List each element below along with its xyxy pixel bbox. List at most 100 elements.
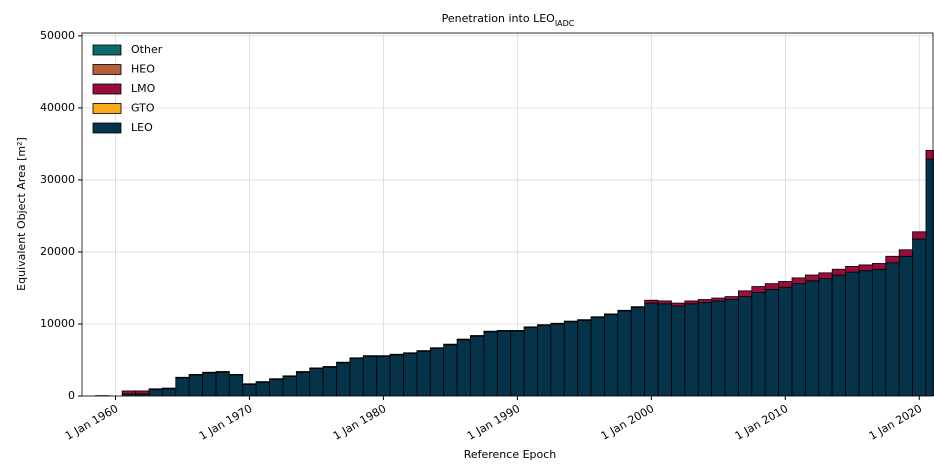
bar-segment xyxy=(269,379,284,396)
bar-segment xyxy=(604,313,619,316)
legend-label: GTO xyxy=(131,102,155,115)
bar-segment xyxy=(215,371,230,373)
legend: Other HEO LMO GTO LEO xyxy=(92,43,163,134)
bar-segment xyxy=(188,373,203,376)
title-subscript: IADC xyxy=(555,19,575,28)
bar-segment xyxy=(590,317,605,396)
bar-segment xyxy=(389,354,404,396)
bars xyxy=(94,149,934,396)
bar-segment xyxy=(496,330,512,396)
legend-label: LMO xyxy=(131,82,156,95)
bar-segment xyxy=(845,265,860,273)
bar-segment xyxy=(295,371,311,396)
bar-segment xyxy=(309,368,324,396)
bar-segment xyxy=(791,283,806,396)
bar-segment xyxy=(523,326,538,328)
bar-segment xyxy=(416,350,431,352)
bar-segment xyxy=(778,281,793,288)
y-axis-label: Equivalent Object Area [m²] xyxy=(15,137,28,291)
bar-segment xyxy=(818,278,833,396)
bar-segment xyxy=(322,366,337,368)
bar-segment xyxy=(563,321,579,396)
bar-segment xyxy=(295,371,311,373)
x-tick-label: 1 Jan 1970 xyxy=(197,402,255,443)
bar-segment xyxy=(202,372,217,396)
bar-segment xyxy=(403,353,418,396)
title-main: Penetration into LEO xyxy=(442,12,556,25)
bar-segment xyxy=(496,330,512,332)
bar-segment xyxy=(269,378,284,380)
bar-segment xyxy=(242,383,257,385)
bar-segment xyxy=(563,320,579,323)
bar-segment xyxy=(858,270,873,396)
legend-label: LEO xyxy=(131,121,153,134)
bar-segment xyxy=(630,307,646,396)
bar-segment xyxy=(523,327,538,396)
bar-segment xyxy=(738,290,753,298)
bar-segment xyxy=(403,352,418,354)
bar-segment xyxy=(148,388,163,390)
bar-segment xyxy=(912,231,927,240)
bar-segment xyxy=(871,263,887,270)
bar-segment xyxy=(376,355,391,357)
bar-segment xyxy=(510,330,525,332)
y-tick-label: 10000 xyxy=(40,317,75,330)
bar-segment xyxy=(349,357,364,359)
bar-segment xyxy=(175,376,190,379)
bar-segment xyxy=(697,301,713,396)
bar-segment xyxy=(885,262,900,396)
bar-segment xyxy=(148,389,163,396)
bar-segment xyxy=(590,316,605,318)
bar-segment xyxy=(858,264,873,272)
bar-segment xyxy=(644,299,659,304)
y-tick-label: 50000 xyxy=(40,29,75,42)
bar-segment xyxy=(577,319,592,321)
bar-segment xyxy=(764,283,780,290)
legend-label: HEO xyxy=(131,63,155,76)
bar-segment xyxy=(416,350,431,396)
bar-segment xyxy=(671,305,686,396)
bar-segment xyxy=(362,355,378,396)
bar-segment xyxy=(483,330,498,333)
bar-segment xyxy=(242,384,257,396)
bar-segment xyxy=(456,338,471,341)
bar-segment xyxy=(845,271,860,396)
x-tick-label: 1 Jan 1980 xyxy=(331,402,389,443)
bar-segment xyxy=(309,367,324,370)
bar-segment xyxy=(764,289,780,396)
bar-segment xyxy=(604,314,619,396)
bar-segment xyxy=(255,381,270,396)
bar-segment xyxy=(228,374,244,396)
y-tick-label: 0 xyxy=(68,389,75,402)
bar-segment xyxy=(657,303,672,396)
bar-segment xyxy=(684,303,699,396)
bar-segment xyxy=(443,344,458,396)
legend-swatch xyxy=(92,122,122,134)
legend-label: Other xyxy=(131,43,163,56)
bar-segment xyxy=(135,390,150,395)
bar-segment xyxy=(697,299,713,303)
legend-swatch xyxy=(92,83,122,95)
bar-segment xyxy=(456,339,471,396)
bar-segment xyxy=(349,358,364,396)
plot-frame xyxy=(81,32,934,397)
bar-segment xyxy=(711,297,726,302)
bar-segment xyxy=(429,348,445,396)
bar-segment xyxy=(429,347,445,349)
bar-segment xyxy=(376,355,391,396)
bar-segment xyxy=(537,324,552,326)
bar-segment xyxy=(577,319,592,396)
legend-swatch xyxy=(92,103,122,114)
legend-swatch xyxy=(92,64,122,75)
bar-segment xyxy=(778,286,793,396)
bar-segment xyxy=(161,387,177,390)
bar-segment xyxy=(202,371,217,374)
x-tick-label: 1 Jan 2010 xyxy=(733,402,791,443)
bar-segment xyxy=(831,268,846,276)
bar-segment xyxy=(282,376,297,396)
bar-segment xyxy=(510,330,525,396)
bar-segment xyxy=(724,296,739,300)
bar-segment xyxy=(818,272,833,280)
bar-segment xyxy=(470,335,485,337)
